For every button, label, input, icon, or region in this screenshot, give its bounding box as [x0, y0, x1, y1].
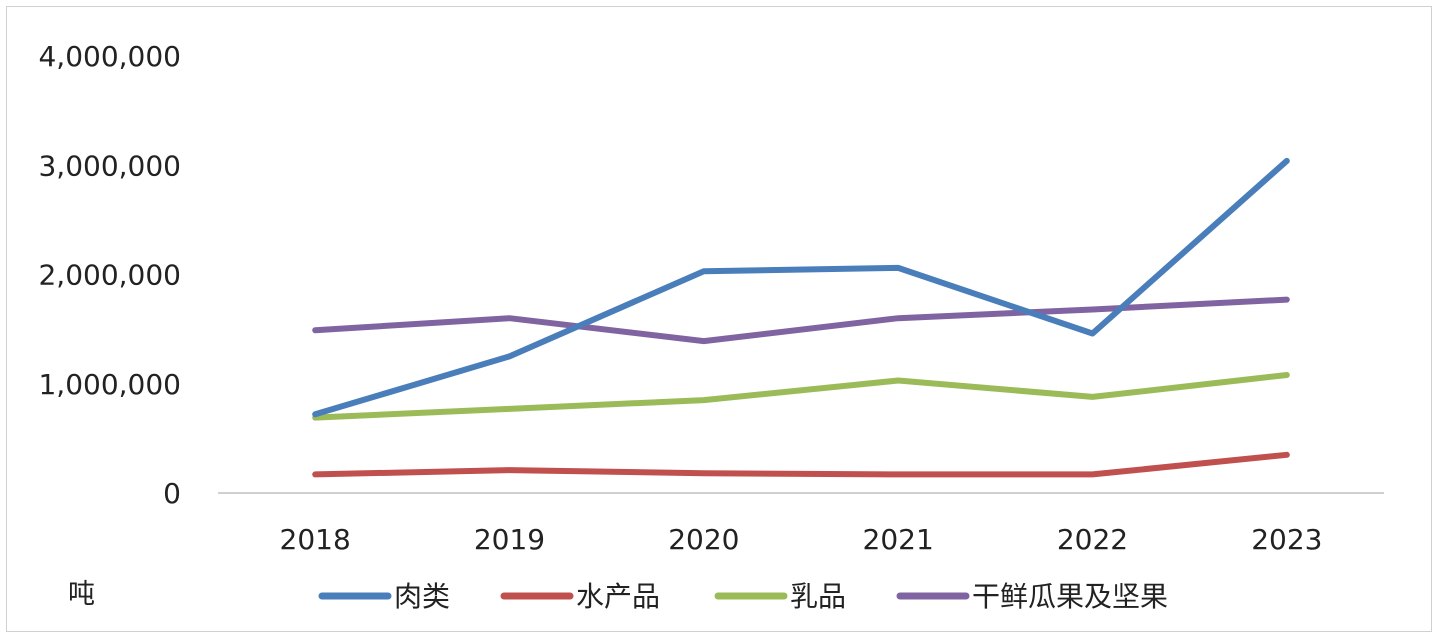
series-line	[312, 157, 1290, 418]
x-tick-label: 2022	[1057, 523, 1128, 556]
legend-label: 肉类	[394, 580, 450, 613]
legend-label: 干鲜瓜果及坚果	[972, 580, 1168, 613]
x-axis-ticks: 2018 2019 2020 2021 2022 2023	[280, 523, 1323, 556]
y-tick-label: 2,000,000	[38, 259, 181, 292]
series-lines	[312, 157, 1290, 478]
series-line	[312, 372, 1290, 421]
legend-label: 乳品	[790, 580, 846, 613]
x-tick-label: 2018	[280, 523, 351, 556]
x-tick-label: 2021	[863, 523, 934, 556]
x-tick-label: 2019	[474, 523, 545, 556]
legend-label: 水产品	[576, 580, 660, 613]
chart-frame	[6, 6, 1432, 632]
y-tick-label: 1,000,000	[38, 368, 181, 401]
y-tick-label: 0	[163, 477, 181, 510]
unit-label: 吨	[68, 579, 95, 610]
y-tick-label: 4,000,000	[38, 40, 181, 73]
series-line	[312, 451, 1290, 478]
y-tick-label: 3,000,000	[38, 149, 181, 182]
x-tick-label: 2023	[1251, 523, 1322, 556]
y-axis-ticks: 0 1,000,000 2,000,000 3,000,000 4,000,000	[38, 40, 181, 510]
x-tick-label: 2020	[668, 523, 739, 556]
legend: 肉类 水产品 乳品 干鲜瓜果及坚果	[318, 580, 1168, 613]
series-line	[312, 296, 1290, 345]
